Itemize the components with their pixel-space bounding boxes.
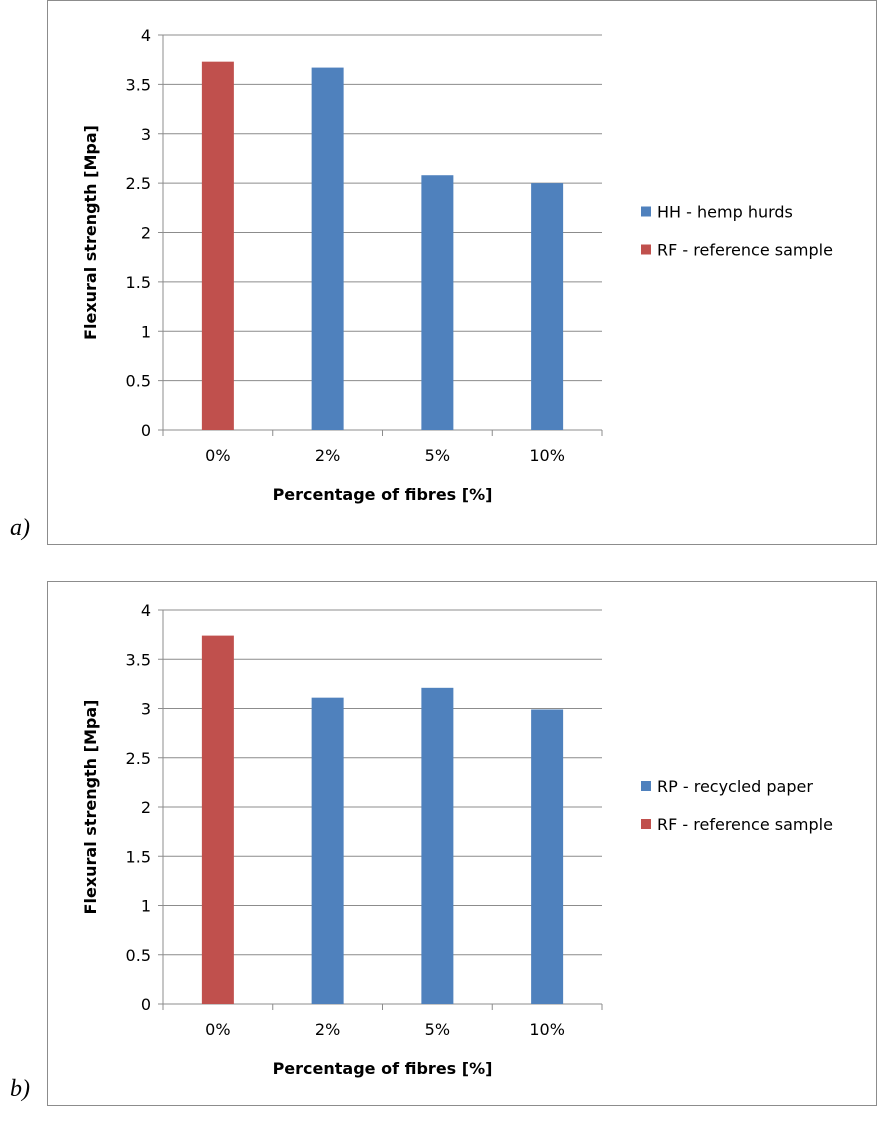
chart-frame [47, 581, 877, 1106]
chart-panel-b: 0 0.5 1 1.5 2 2.5 3 3.5 4 0% 2% 5% 10% Percentage of … [0, 561, 880, 1122]
legend-label: RP - recycled paper [657, 777, 813, 796]
legend-swatch [641, 244, 651, 255]
bar [531, 183, 564, 430]
panel-letter-a: a) [10, 515, 30, 541]
x-tick-label: 0% [205, 1020, 230, 1039]
y-tick-label: 1 [141, 897, 151, 916]
x-axis-title: Percentage of fibres [%] [273, 1059, 493, 1078]
legend-label: RF - reference sample [657, 241, 833, 260]
bar [201, 635, 234, 1004]
legend-swatch [641, 781, 651, 791]
legend-swatch [641, 819, 651, 829]
y-tick-label: 0 [141, 421, 151, 440]
x-tick-label: 10% [529, 1020, 565, 1039]
bar [421, 175, 454, 430]
x-tick-label: 2% [315, 1020, 340, 1039]
bar-chart-a: 0 0.5 1 1.5 2 2.5 3 3.5 4 0% 2% 5% 10% Percentage of … [81, 26, 833, 504]
y-tick-label: 2 [141, 798, 151, 817]
y-tick-label: 3 [141, 700, 151, 719]
y-axis-title: Flexural strength [Mpa] [81, 125, 100, 340]
legend-swatch [641, 206, 651, 217]
panel-letter-b: b) [10, 1076, 30, 1102]
x-tick-label: 5% [425, 446, 450, 465]
y-tick-label: 3 [141, 125, 151, 144]
y-tick-label: 2.5 [126, 749, 151, 768]
x-tick-label: 2% [315, 446, 340, 465]
x-tick-label: 5% [425, 1020, 450, 1039]
y-axis-title: Flexural strength [Mpa] [81, 700, 100, 915]
y-tick-label: 1.5 [126, 847, 151, 866]
legend-label: RF - reference sample [657, 815, 833, 834]
y-tick-label: 4 [141, 26, 151, 45]
bar-chart-b: 0 0.5 1 1.5 2 2.5 3 3.5 4 0% 2% 5% 10% Percentage of … [81, 601, 833, 1078]
y-tick-label: 3.5 [126, 650, 151, 669]
y-tick-label: 3.5 [126, 75, 151, 94]
legend-label: HH - hemp hurds [657, 203, 793, 222]
bar [311, 697, 344, 1004]
y-tick-label: 1.5 [126, 273, 151, 292]
chart-frame [47, 0, 877, 545]
bar [311, 67, 344, 431]
y-tick-label: 2.5 [126, 174, 151, 193]
x-tick-label: 10% [529, 446, 565, 465]
y-tick-label: 4 [141, 601, 151, 620]
y-tick-label: 0.5 [126, 372, 151, 391]
bar [201, 61, 234, 430]
y-tick-label: 1 [141, 322, 151, 341]
y-tick-label: 0 [141, 995, 151, 1014]
bar [531, 709, 564, 1004]
bar [421, 687, 454, 1004]
chart-panel-a: 0 0.5 1 1.5 2 2.5 3 3.5 4 0% 2% 5% 10% Percentage of … [10, 0, 877, 545]
y-tick-label: 2 [141, 224, 151, 243]
x-axis-title: Percentage of fibres [%] [273, 485, 493, 504]
y-tick-label: 0.5 [126, 946, 151, 965]
x-tick-label: 0% [205, 446, 230, 465]
